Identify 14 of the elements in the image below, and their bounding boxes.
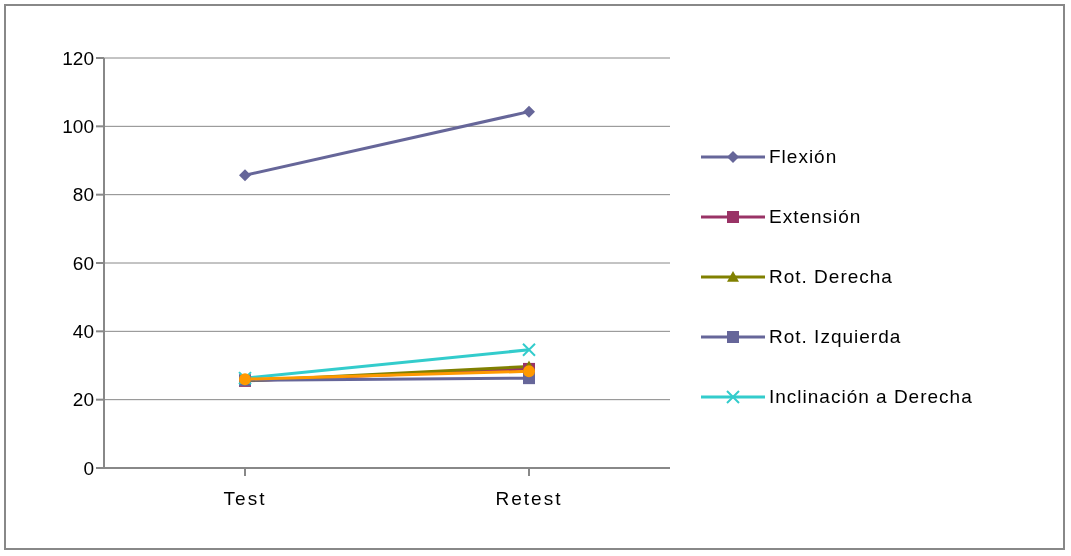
y-tick-label: 20 (72, 389, 94, 411)
y-tick-label: 120 (62, 47, 94, 69)
legend-label: Rot. Izquierda (769, 326, 902, 348)
legend-label: Extensión (769, 206, 862, 228)
y-tick-label: 0 (83, 457, 94, 479)
x-tick-label: Retest (495, 488, 563, 510)
y-tick-label: 60 (72, 252, 94, 274)
legend-label: Inclinación a Derecha (769, 386, 973, 408)
x-tick-label: Test (223, 488, 267, 510)
legend-label: Rot. Derecha (769, 266, 893, 288)
legend-label: Flexión (769, 146, 838, 168)
y-tick-label: 100 (62, 116, 94, 138)
y-tick-label: 40 (72, 321, 94, 343)
y-tick-label: 80 (72, 184, 94, 206)
